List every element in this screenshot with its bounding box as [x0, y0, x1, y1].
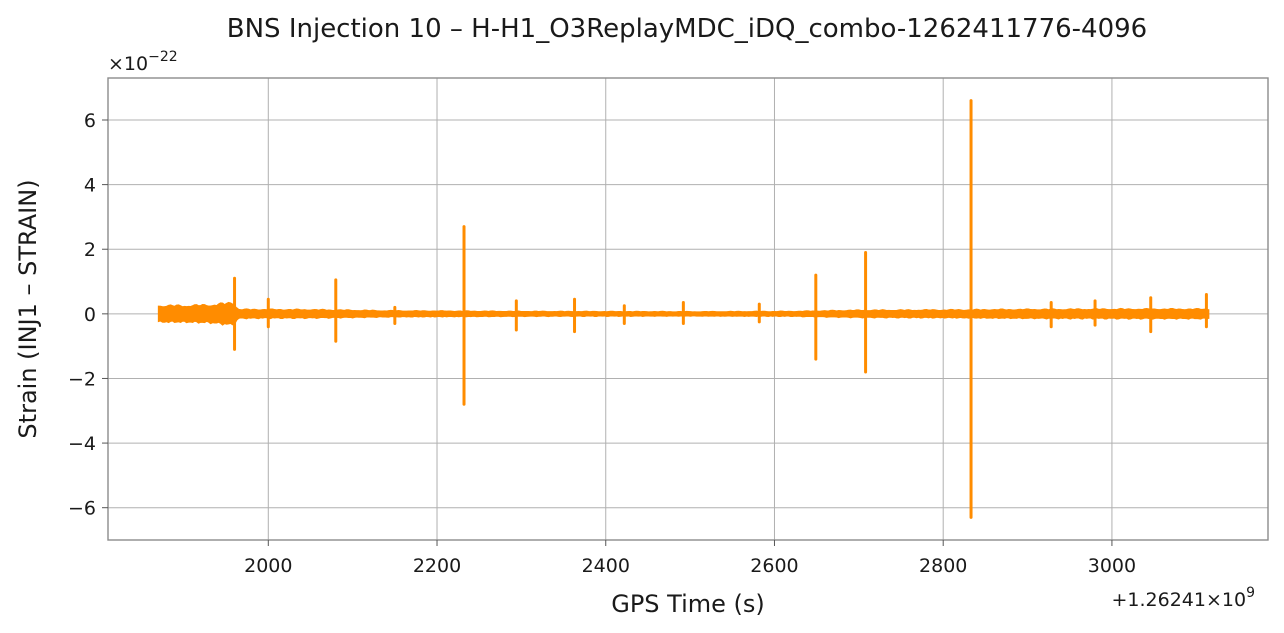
y-tick-label: 6 [84, 110, 96, 132]
chart-title: BNS Injection 10 – H-H1_O3ReplayMDC_iDQ_… [227, 14, 1147, 44]
strain-series [157, 99, 1210, 519]
y-tick-label: 0 [84, 304, 96, 326]
y-multiplier-label: ×10−22 [108, 49, 178, 75]
x-tick-label: 2600 [750, 555, 798, 577]
x-tick-label: 3000 [1088, 555, 1136, 577]
plot-frame [107, 77, 1269, 541]
x-tick-label: 2200 [413, 555, 461, 577]
x-axis-label: GPS Time (s) [611, 590, 765, 618]
x-tick-label: 2000 [244, 555, 292, 577]
x-offset-label: +1.26241×109 [1111, 585, 1255, 611]
x-tick-label: 2400 [582, 555, 630, 577]
y-tick-label: −4 [68, 433, 96, 455]
y-axis-label: Strain (INJ1 – STRAIN) [14, 179, 42, 438]
x-tick-label: 2800 [919, 555, 967, 577]
y-tick-label: −6 [68, 498, 96, 520]
axis-ticks: 2000 2200 2400 2600 2800 3000 −6 −4 −2 0 2 4 6 [68, 110, 1136, 577]
y-tick-label: 2 [84, 239, 96, 261]
y-tick-label: 4 [84, 175, 96, 197]
y-tick-label: −2 [68, 368, 96, 390]
